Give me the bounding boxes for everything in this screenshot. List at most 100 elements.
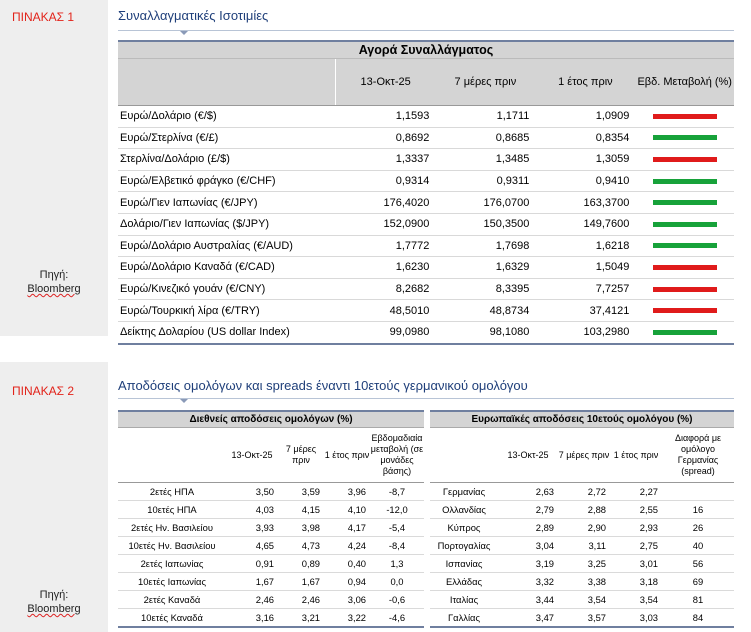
change-bar-green [652,221,717,227]
euro-yield-now: 3,32 [498,572,558,591]
fx-rate-year: 7,7257 [535,278,636,301]
bond-yield-week: 3,98 [278,518,324,537]
fx-header-change: Εβδ. Μεταβολή (%) [635,58,734,106]
fx-rate-year: 149,7600 [535,213,636,236]
country-name: Πορτογαλίας [430,536,498,555]
bond-yield-week: 2,46 [278,590,324,609]
euro-bond-row: Ελλάδας 3,32 3,38 3,18 69 [430,572,734,591]
table1-source: Πηγή: Bloomberg [0,268,108,296]
country-name: Ολλανδίας [430,500,498,519]
title-rule [118,30,734,31]
bond-weekly-change: 0,0 [370,572,424,591]
title-notch [180,31,188,35]
fx-change-cell [635,170,734,193]
euro-yield-week: 3,38 [558,572,610,591]
fx-rate-week: 1,7698 [435,235,536,258]
intl-header-year: 1 έτος πριν [324,427,370,483]
euro-bonds-table: Ευρωπαϊκές αποδόσεις 10ετούς ομολόγου (%… [430,410,734,628]
fx-rate-week: 1,6329 [435,256,536,279]
fx-change-cell [635,321,734,345]
fx-pair-name: Ευρώ/Δολάριο Αυστραλίας (€/AUD) [118,235,336,258]
intl-header-week: 7 μέρες πριν [278,427,324,483]
euro-yield-now: 2,79 [498,500,558,519]
bond-weekly-change: -8,7 [370,482,424,501]
bond-yield-year: 3,96 [324,482,370,501]
intl-bond-row: 10ετές Καναδά 3,16 3,21 3,22 -4,6 [118,608,424,628]
fx-header-year: 1 έτος πριν [535,58,636,106]
fx-pair-name: Ευρώ/Γιεν Ιαπωνίας (€/JPY) [118,191,336,214]
euro-header-spread: Διαφορά με ομόλογο Γερμανίας (spread) [662,427,734,483]
fx-rate-year: 1,0909 [535,105,636,128]
fx-rate-now: 8,2682 [335,278,436,301]
bond-yield-year: 4,10 [324,500,370,519]
intl-bond-row: 10ετές ΗΠΑ 4,03 4,15 4,10 -12,0 [118,500,424,519]
fx-banner: Αγορά Συναλλάγματος [118,40,734,59]
euro-yield-year: 3,18 [610,572,662,591]
bond-yield-year: 4,17 [324,518,370,537]
change-bar-green [652,178,717,184]
fx-header-name [118,58,336,106]
fx-row: Ευρώ/Τουρκική λίρα (€/TRY) 48,5010 48,8734… [118,299,734,322]
fx-rate-year: 1,6218 [535,235,636,258]
bond-yield-year: 0,94 [324,572,370,591]
fx-rate-now: 1,7772 [335,235,436,258]
bond-yield-week: 1,67 [278,572,324,591]
spread-vs-germany: 16 [662,500,734,519]
fx-rate-year: 1,3059 [535,148,636,171]
intl-header-now: 13-Οκτ-25 [226,427,278,483]
euro-yield-week: 3,54 [558,590,610,609]
fx-change-cell [635,235,734,258]
title-notch [180,399,188,403]
bond-name: 10ετές Ην. Βασιλείου [118,536,226,555]
euro-yield-now: 3,47 [498,608,558,628]
fx-rate-year: 0,8354 [535,127,636,150]
bond-name: 2ετές Ην. Βασιλείου [118,518,226,537]
euro-yield-year: 3,03 [610,608,662,628]
fx-pair-name: Ευρώ/Ελβετικό φράγκο (€/CHF) [118,170,336,193]
source-label: Πηγή: [39,269,69,281]
bond-yield-year: 3,06 [324,590,370,609]
euro-header-name [430,427,498,483]
intl-bonds-header-row: 13-Οκτ-25 7 μέρες πριν 1 έτος πριν Εβδομ… [118,427,424,483]
fx-row: Ευρώ/Γιεν Ιαπωνίας (€/JPY) 176,4020 176,07… [118,191,734,214]
fx-pair-name: Ευρώ/Τουρκική λίρα (€/TRY) [118,299,336,322]
bond-yield-now: 1,67 [226,572,278,591]
change-bar-green [652,329,717,335]
spread-vs-germany: 56 [662,554,734,573]
euro-yield-now: 3,19 [498,554,558,573]
euro-yield-week: 2,72 [558,482,610,501]
country-name: Ιταλίας [430,590,498,609]
intl-bonds-banner: Διεθνείς αποδόσεις ομολόγων (%) [118,410,424,428]
bond-weekly-change: -5,4 [370,518,424,537]
country-name: Γερμανίας [430,482,498,501]
euro-bond-row: Πορτογαλίας 3,04 3,11 2,75 40 [430,536,734,555]
euro-yield-now: 2,89 [498,518,558,537]
bond-name: 2ετές Καναδά [118,590,226,609]
bond-weekly-change: -0,6 [370,590,424,609]
fx-rate-now: 1,6230 [335,256,436,279]
euro-bonds-banner: Ευρωπαϊκές αποδόσεις 10ετούς ομολόγου (%… [430,410,734,428]
euro-yield-week: 3,25 [558,554,610,573]
intl-bond-row: 10ετές Ιαπωνίας 1,67 1,67 0,94 0,0 [118,572,424,591]
fx-change-cell [635,278,734,301]
intl-bond-row: 2ετές Καναδά 2,46 2,46 3,06 -0,6 [118,590,424,609]
fx-change-cell [635,105,734,128]
bond-weekly-change: -4,6 [370,608,424,628]
bond-weekly-change: 1,3 [370,554,424,573]
spread-vs-germany: 84 [662,608,734,628]
fx-rate-year: 37,4121 [535,299,636,322]
sidebar-table1: ΠΙΝΑΚΑΣ 1 Πηγή: Bloomberg [0,0,108,336]
fx-header-week: 7 μέρες πριν [435,58,536,106]
change-bar-red [652,308,717,314]
spread-vs-germany: 26 [662,518,734,537]
fx-row: Ευρώ/Δολάριο Καναδά (€/CAD) 1,6230 1,6329 1… [118,256,734,279]
fx-rate-now: 0,8692 [335,127,436,150]
spread-vs-germany: 81 [662,590,734,609]
country-name: Κύπρος [430,518,498,537]
fx-change-cell [635,213,734,236]
fx-rate-now: 0,9314 [335,170,436,193]
source-value: Bloomberg [27,603,81,615]
spread-vs-germany [662,482,734,501]
euro-bond-row: Ολλανδίας 2,79 2,88 2,55 16 [430,500,734,519]
euro-yield-week: 2,88 [558,500,610,519]
